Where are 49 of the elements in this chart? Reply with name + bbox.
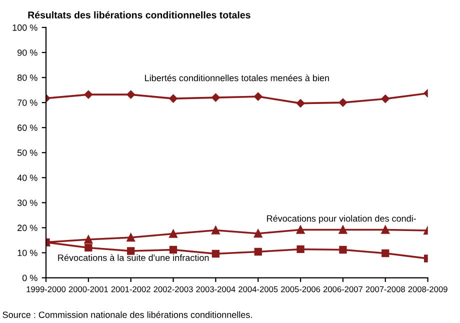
x-tick-label: 2006-2007 [323,286,362,292]
point [338,98,348,107]
point [254,92,262,101]
x-tick-label: 1999-2000 [26,286,66,292]
point [126,233,136,242]
point [212,226,220,234]
y-tick-label: 30 % [17,200,38,206]
point [84,244,92,252]
source-note: Source : Commission nationale des libérations conditionnelles. [2,311,252,318]
y-tick-label: 40 % [17,174,38,182]
point [212,250,220,258]
x-tick-label: 2003-2004 [196,286,236,292]
y-tick-label: 60 % [18,124,38,131]
point [382,249,390,258]
chart-title: Résultats des libérations conditionnelles totales [28,11,250,18]
x-tick-label: 2001-2002 [111,286,150,292]
point [254,248,262,256]
x-tick-label: 2000-2001 [68,286,108,292]
point [169,230,178,238]
point [339,246,347,254]
y-tick-label: 90 % [18,49,38,56]
point [169,246,178,254]
y-tick-label: 10 % [18,250,38,256]
x-tick-label: 2008-2009 [408,286,448,292]
y-tick-label: 50 % [17,150,38,156]
point [296,99,305,108]
point [381,226,390,234]
series-label: Révocations à la suite d'une infraction [58,254,209,261]
point [126,90,135,99]
point [296,226,305,234]
x-tick-label: 2002-2003 [154,286,193,292]
point [338,226,348,234]
y-tick-label: 80 % [17,74,38,81]
y-tick-label: 20 % [18,224,38,232]
point [84,235,93,244]
x-tick-label: 2007-2008 [366,286,405,292]
y-tick-label: 0 % [22,274,38,282]
point [381,94,390,103]
y-tick-label: 70 % [18,100,38,106]
series-label: Libertés conditionnelles totales menées à bien [145,74,329,82]
series-label: Révocations pour violation des condi- [267,214,416,224]
point [296,245,304,254]
x-tick-label: 2004-2005 [238,286,278,292]
y-tick-label: 100 % [12,24,38,31]
point [254,229,262,238]
point [169,94,178,103]
x-tick-label: 2005-2006 [281,286,320,292]
point [84,90,93,99]
point [212,93,220,102]
